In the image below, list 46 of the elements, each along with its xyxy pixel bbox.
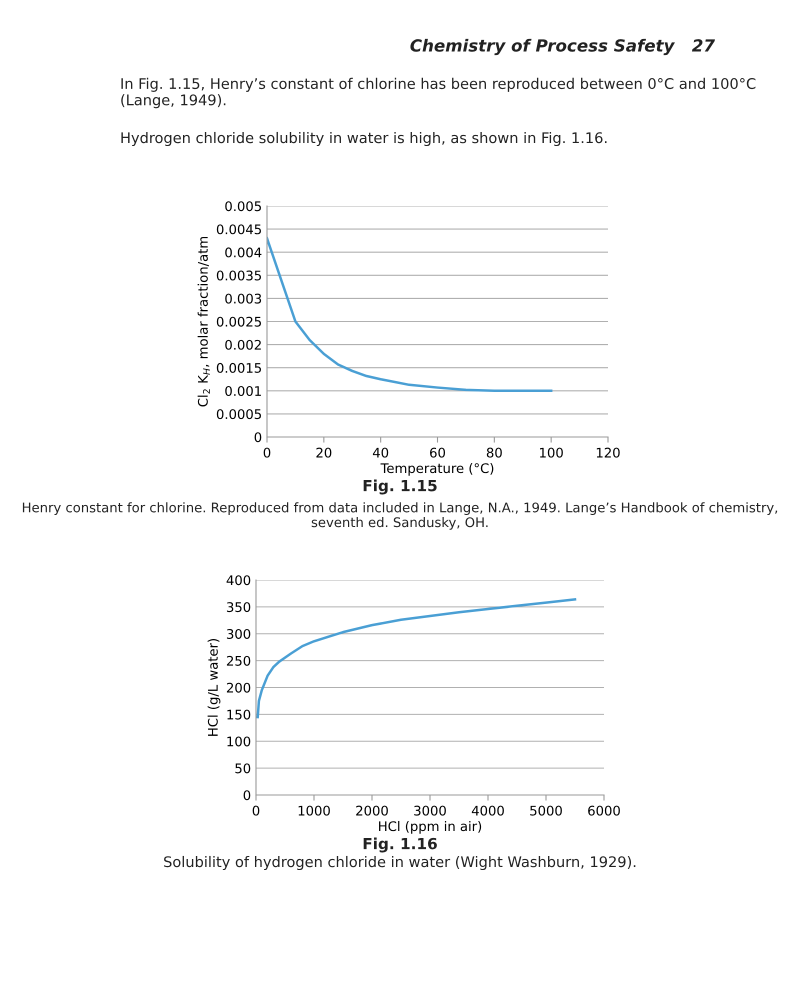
y-tick-label: 0.0035 <box>216 270 261 280</box>
y-tick-label: 0.0015 <box>216 362 261 373</box>
x-tick-label: 6000 <box>588 806 620 816</box>
y-tick-label: 0.0045 <box>216 224 261 234</box>
text: In Fig. 1.15, Henry’s constant of chlorine has been reproduced between 0°C and 100°C (Lange, 1949). <box>121 78 756 108</box>
y-tick-label: 150 <box>227 710 250 720</box>
y-tick-label: 0.003 <box>225 294 262 304</box>
text: Hydrogen chloride solubility in water is high, as shown in Fig. 1.16. <box>121 132 606 146</box>
x-tick-label: 40 <box>372 448 388 458</box>
y-tick-label: 50 <box>235 763 250 774</box>
y-tick-label: 400 <box>226 575 250 586</box>
y-tick-label: 0.002 <box>225 340 261 350</box>
text: Henry constant for chlorine. Reproduced from data included in Lange, N.A., 1949. Lange’s Handbook of chemistry, seventh ed. Sandusky, OH. <box>22 502 778 530</box>
y-tick-label: 0.0005 <box>216 409 261 420</box>
x-tick-label: 3000 <box>414 806 446 816</box>
y-tick-label: 100 <box>227 736 250 746</box>
y-tick-label: 0.001 <box>225 386 261 396</box>
caption: Fig. 1.15 <box>364 480 437 494</box>
line-series <box>256 598 576 718</box>
y-axis-title: HCl (g/L water) <box>208 639 220 736</box>
x-tick-label: 4000 <box>472 806 504 816</box>
y-tick-label: 300 <box>226 628 250 639</box>
text: Solubility of hydrogen chloride in water (Wight Washburn, 1929). <box>164 856 636 870</box>
x-tick-label: 20 <box>316 448 332 458</box>
x-tick-label: 5000 <box>530 806 562 816</box>
y-tick-label: 0 <box>254 432 262 442</box>
y-tick-label: 250 <box>226 656 250 666</box>
x-tick-label: 80 <box>486 448 502 458</box>
caption: Fig. 1.16 <box>364 838 437 852</box>
y-tick-label: 0.005 <box>225 201 261 212</box>
x-axis-title: HCl (ppm in air) <box>379 820 482 834</box>
y-axis-title: Cl$_{2}$ K$_{H}$, molar fraction/atm <box>198 236 210 407</box>
x-tick-label: 60 <box>430 448 446 458</box>
x-tick-label: 2000 <box>356 806 388 816</box>
y-tick-label: 200 <box>226 682 250 693</box>
x-axis-title: Temperature (°C) <box>380 462 494 476</box>
y-tick-label: 0.004 <box>225 247 262 258</box>
y-tick-label: 350 <box>226 602 250 612</box>
y-tick-label: 0 <box>244 790 250 800</box>
line-series <box>267 237 552 392</box>
x-tick-label: 120 <box>596 448 620 458</box>
text: Chemistry of Process Safety 27 <box>410 38 715 56</box>
y-tick-label: 0.0025 <box>216 316 261 327</box>
x-tick-label: 100 <box>540 448 563 458</box>
x-tick-label: 1000 <box>298 806 330 816</box>
x-tick-label: 0 <box>264 448 270 458</box>
